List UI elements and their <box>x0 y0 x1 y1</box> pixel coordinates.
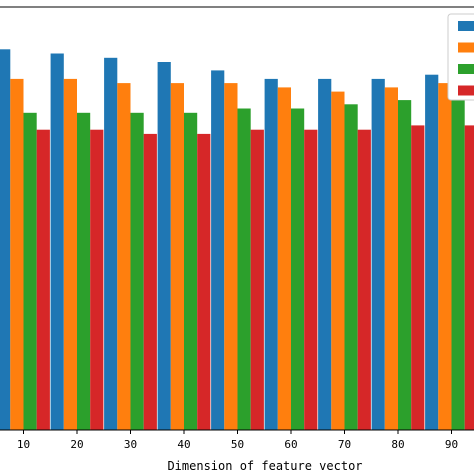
bar-40-series-2 <box>170 83 184 430</box>
x-tick-label: 40 <box>177 438 190 451</box>
x-tick-label: 60 <box>284 438 297 451</box>
bar-30-series-2 <box>117 83 131 430</box>
legend <box>447 13 474 101</box>
bar-10-series-3 <box>23 112 37 431</box>
bar-40-series-1 <box>157 62 171 430</box>
bar-10-series-4 <box>36 129 50 430</box>
bar-70-series-4 <box>357 129 371 430</box>
legend-swatch-series-4 <box>458 85 474 96</box>
legend-swatch-series-1 <box>458 21 474 31</box>
x-tick-label: 80 <box>391 438 404 451</box>
bars-group <box>0 49 474 431</box>
bar-80-series-2 <box>384 87 398 431</box>
plot-frame <box>0 6 474 431</box>
x-tick-label: 30 <box>124 438 137 451</box>
bar-30-series-3 <box>130 112 144 431</box>
bar-90-series-1 <box>425 74 439 430</box>
bar-50-series-3 <box>237 108 251 430</box>
x-ticks-group: 10 20 30 40 50 60 70 80 90 <box>17 430 458 451</box>
bar-30-series-1 <box>104 57 118 431</box>
bar-50-series-1 <box>211 70 225 431</box>
bar-10-series-1 <box>0 49 11 431</box>
bar-70-series-1 <box>318 78 332 431</box>
bar-80-series-1 <box>371 78 385 431</box>
x-tick-label: 90 <box>445 438 458 451</box>
x-axis-title: Dimension of feature vector <box>167 459 362 473</box>
legend-swatch-series-3 <box>458 64 474 74</box>
bar-60-series-4 <box>304 129 318 430</box>
bar-50-series-2 <box>224 83 238 430</box>
x-tick-label: 50 <box>231 438 244 451</box>
bar-70-series-2 <box>331 91 345 430</box>
x-tick-label: 70 <box>338 438 351 451</box>
bar-20-series-3 <box>77 112 91 431</box>
bar-90-series-3 <box>451 95 465 431</box>
bar-70-series-3 <box>344 104 358 431</box>
bar-80-series-3 <box>398 100 412 430</box>
bar-10-series-2 <box>10 78 24 431</box>
bar-50-series-4 <box>250 129 264 430</box>
bar-40-series-3 <box>184 112 198 431</box>
x-tick-label: 20 <box>70 438 83 451</box>
bar-30-series-4 <box>143 133 157 430</box>
bar-60-series-1 <box>264 78 278 431</box>
x-tick-label: 10 <box>17 438 30 451</box>
bar-40-series-4 <box>197 133 211 430</box>
bar-20-series-1 <box>50 53 64 430</box>
bar-80-series-4 <box>411 125 425 431</box>
bar-60-series-2 <box>277 87 291 431</box>
bar-90-series-2 <box>438 83 452 430</box>
legend-frame <box>447 13 474 101</box>
bar-90-series-4 <box>464 125 474 431</box>
bar-20-series-2 <box>63 78 77 431</box>
legend-swatch-series-2 <box>458 42 474 53</box>
bar-60-series-3 <box>291 108 305 430</box>
bar-20-series-4 <box>90 129 104 430</box>
